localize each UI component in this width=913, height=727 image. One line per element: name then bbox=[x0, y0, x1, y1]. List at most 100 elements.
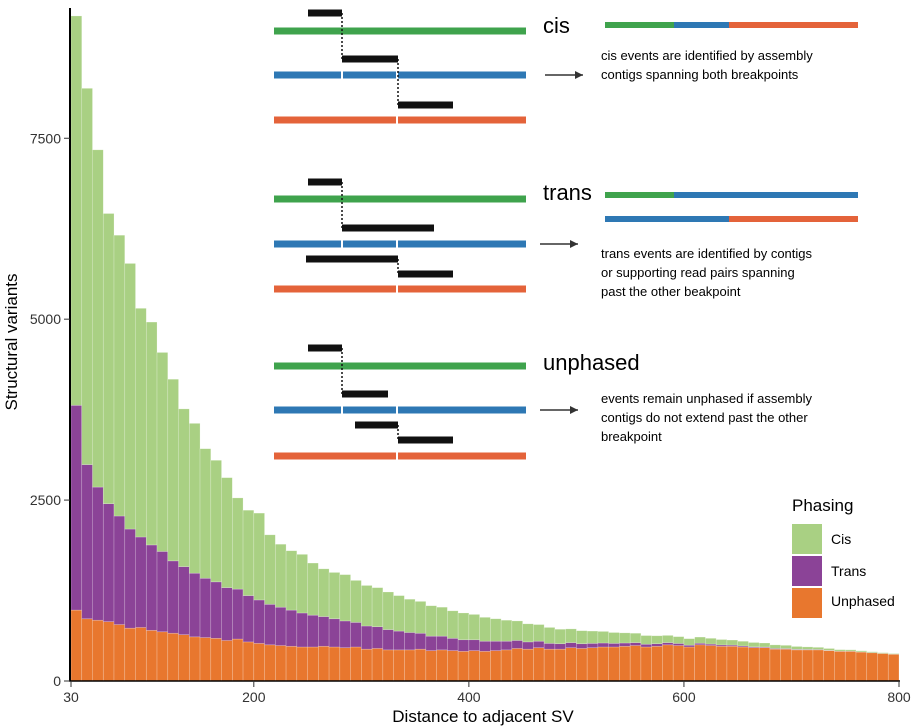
bar-unphased-160 bbox=[210, 638, 222, 682]
unphased-heading: unphased bbox=[543, 350, 640, 375]
bar-cis-270 bbox=[328, 572, 341, 620]
bar-cis-490 bbox=[565, 628, 577, 643]
bar-cis-770 bbox=[866, 651, 878, 653]
bar-trans-30 bbox=[70, 404, 83, 611]
bar-unphased-530 bbox=[608, 646, 620, 682]
bar-cis-350 bbox=[414, 601, 427, 634]
bar-trans-450 bbox=[522, 641, 534, 650]
bar-cis-780 bbox=[877, 652, 889, 654]
unphased-arrow-head bbox=[570, 406, 578, 414]
bar-unphased-740 bbox=[834, 651, 846, 682]
y-tick-label-5000: 5000 bbox=[30, 311, 61, 327]
bar-unphased-350 bbox=[414, 648, 427, 682]
bar-unphased-300 bbox=[361, 648, 373, 682]
bar-cis-570 bbox=[651, 635, 663, 645]
bar-trans-90 bbox=[135, 536, 147, 628]
bar-trans-180 bbox=[231, 588, 244, 640]
bar-cis-150 bbox=[199, 448, 212, 579]
bar-unphased-50 bbox=[92, 619, 104, 682]
bar-cis-110 bbox=[156, 352, 169, 552]
bar-cis-230 bbox=[285, 550, 298, 611]
bar-trans-470 bbox=[543, 643, 556, 650]
bar-unphased-190 bbox=[242, 641, 255, 682]
bar-unphased-290 bbox=[350, 646, 362, 682]
bar-trans-50 bbox=[92, 486, 104, 621]
bar-unphased-220 bbox=[275, 645, 287, 682]
bar-unphased-510 bbox=[586, 647, 599, 682]
bar-unphased-400 bbox=[468, 650, 480, 682]
bar-trans-100 bbox=[145, 544, 158, 631]
bar-unphased-40 bbox=[81, 618, 93, 682]
bar-trans-250 bbox=[307, 614, 319, 648]
bar-unphased-410 bbox=[479, 651, 491, 682]
trans-heading: trans bbox=[543, 180, 592, 205]
bar-cis-160 bbox=[210, 459, 222, 583]
bar-unphased-770 bbox=[866, 652, 878, 682]
bar-unphased-420 bbox=[490, 650, 502, 682]
bar-unphased-330 bbox=[393, 649, 405, 682]
bar-cis-410 bbox=[479, 617, 491, 642]
bar-unphased-620 bbox=[705, 645, 717, 682]
bar-trans-570 bbox=[651, 643, 663, 647]
x-tick-label-200: 200 bbox=[242, 689, 266, 705]
bar-unphased-560 bbox=[640, 646, 652, 682]
bar-unphased-610 bbox=[694, 644, 706, 682]
bar-trans-550 bbox=[629, 642, 642, 646]
bar-cis-550 bbox=[629, 632, 642, 643]
bar-cis-670 bbox=[758, 642, 771, 648]
bar-trans-290 bbox=[350, 622, 362, 648]
bar-cis-120 bbox=[167, 378, 179, 562]
bar-trans-150 bbox=[199, 577, 212, 638]
bar-cis-500 bbox=[576, 630, 588, 645]
legend-label-unphased: Unphased bbox=[831, 593, 895, 609]
bar-cis-530 bbox=[608, 632, 620, 644]
bar-trans-120 bbox=[167, 560, 179, 634]
bar-cis-170 bbox=[221, 477, 233, 588]
bar-trans-110 bbox=[156, 551, 169, 633]
bar-cis-320 bbox=[382, 591, 394, 630]
bar-unphased-240 bbox=[296, 646, 308, 682]
bar-unphased-280 bbox=[339, 647, 351, 682]
bar-trans-540 bbox=[619, 642, 631, 647]
bar-trans-490 bbox=[565, 642, 577, 649]
bar-cis-40 bbox=[81, 88, 93, 465]
unphased-text-line-3: breakpoint bbox=[601, 429, 662, 444]
bar-unphased-450 bbox=[522, 648, 534, 682]
legend: Phasing Cis Trans Unphased bbox=[792, 496, 895, 618]
bar-unphased-540 bbox=[619, 645, 631, 682]
bar-cis-520 bbox=[597, 631, 609, 644]
bar-unphased-200 bbox=[253, 643, 265, 682]
bar-cis-180 bbox=[231, 497, 244, 590]
bar-cis-70 bbox=[113, 234, 126, 517]
bar-unphased-480 bbox=[554, 648, 566, 682]
y-tick-label-0: 0 bbox=[53, 673, 61, 689]
bar-trans-380 bbox=[447, 638, 459, 651]
bar-trans-310 bbox=[371, 626, 384, 649]
bar-trans-240 bbox=[296, 612, 308, 648]
trans-text-line-3: past the other beakpoint bbox=[601, 284, 741, 299]
bar-unphased-470 bbox=[543, 648, 556, 682]
bar-cis-260 bbox=[318, 568, 330, 617]
bar-cis-760 bbox=[855, 650, 868, 653]
legend-label-trans: Trans bbox=[831, 563, 866, 579]
bar-unphased-110 bbox=[156, 631, 169, 682]
bar-trans-420 bbox=[490, 640, 502, 651]
bar-unphased-460 bbox=[533, 647, 545, 682]
bar-unphased-260 bbox=[318, 645, 330, 682]
bar-cis-280 bbox=[339, 574, 351, 622]
x-tick-label-600: 600 bbox=[672, 689, 696, 705]
bar-unphased-390 bbox=[457, 651, 470, 682]
bar-cis-540 bbox=[619, 632, 631, 644]
bar-trans-40 bbox=[81, 464, 93, 620]
bar-unphased-760 bbox=[855, 651, 868, 682]
bars-layer bbox=[70, 15, 900, 682]
bar-unphased-380 bbox=[447, 650, 459, 682]
bar-trans-210 bbox=[264, 603, 276, 646]
phasing-schematic bbox=[274, 9, 858, 460]
y-ticks: 0 2500 5000 7500 bbox=[30, 130, 70, 689]
bar-cis-60 bbox=[102, 213, 115, 505]
bar-cis-480 bbox=[554, 628, 566, 645]
bar-cis-200 bbox=[253, 512, 265, 601]
bar-trans-140 bbox=[188, 572, 201, 638]
bar-unphased-640 bbox=[726, 645, 739, 682]
